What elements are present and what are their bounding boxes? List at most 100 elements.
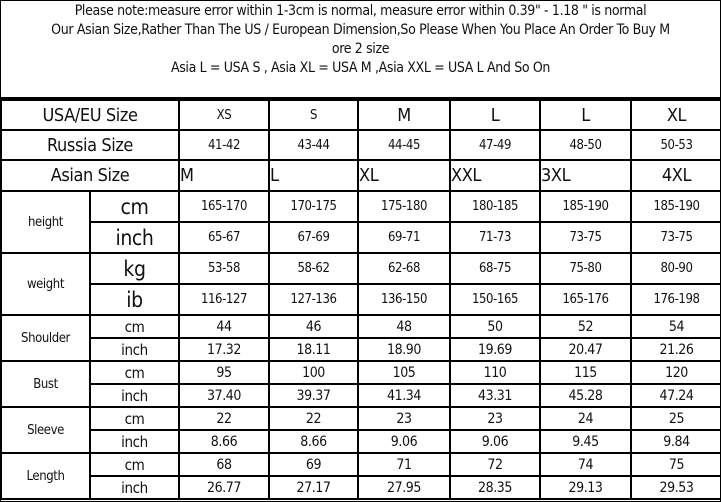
unit-label: inch — [89, 383, 180, 408]
measurement-label: Sleeve — [0, 406, 91, 454]
value-cell: 80-90 — [630, 252, 721, 285]
size-cell: XS — [178, 99, 270, 131]
unit-label: cm — [89, 314, 180, 339]
value-cell: 44 — [178, 314, 270, 339]
value-cell: 73-75 — [630, 221, 721, 254]
value-cell: 74 — [539, 452, 632, 477]
value-cell: 116-127 — [178, 283, 270, 316]
note-line: Our Asian Size,Rather Than The US / Euro… — [51, 22, 670, 38]
value-cell: 8.66 — [268, 429, 359, 454]
value-cell: 72 — [449, 452, 541, 477]
size-cell: 44-45 — [357, 129, 451, 161]
value-cell: 180-185 — [449, 190, 541, 223]
value-cell: 21.26 — [630, 337, 721, 362]
value-cell: 47.24 — [630, 383, 721, 408]
value-cell: 69 — [268, 452, 359, 477]
value-cell: 75-80 — [539, 252, 632, 285]
value-cell: 115 — [539, 360, 632, 385]
value-cell: 68-75 — [449, 252, 541, 285]
measurement-notes: Please note:measure error within 1-3cm i… — [1, 1, 720, 99]
value-cell: 22 — [178, 406, 270, 431]
value-cell: 29.13 — [539, 475, 632, 500]
value-cell: 9.06 — [449, 429, 541, 454]
size-cell: XXL — [449, 159, 541, 192]
size-cell: 4XL — [630, 159, 721, 192]
unit-label: inch — [89, 429, 180, 454]
note-line: Please note:measure error within 1-3cm i… — [74, 3, 647, 19]
value-cell: 58-62 — [268, 252, 359, 285]
value-cell: 150-165 — [449, 283, 541, 316]
size-cell: S — [268, 99, 359, 131]
measurement-row: ib 116-127 127-136 136-150 150-165 165-176 176… — [1, 283, 721, 316]
value-cell: 105 — [357, 360, 451, 385]
value-cell: 8.66 — [178, 429, 270, 454]
value-cell: 50 — [449, 314, 541, 339]
value-cell: 39.37 — [268, 383, 359, 408]
value-cell: 19.69 — [449, 337, 541, 362]
measurement-label: Bust — [0, 360, 91, 408]
value-cell: 71 — [357, 452, 451, 477]
measurement-row: Bust cm 95 100 105 110 115 120 — [0, 360, 721, 408]
row-header: USA/EU Size — [0, 99, 180, 131]
size-cell: 50-53 — [630, 129, 721, 161]
row-header: Asian Size — [0, 159, 180, 192]
value-cell: 23 — [357, 406, 451, 431]
value-cell: 24 — [539, 406, 632, 431]
size-cell: L — [449, 99, 541, 131]
value-cell: 9.06 — [357, 429, 451, 454]
note-line: Asia L = USA S , Asia XL = USA M ,Asia X… — [170, 60, 551, 76]
unit-label: inch — [89, 475, 180, 500]
value-cell: 170-175 — [268, 190, 359, 223]
value-cell: 175-180 — [357, 190, 451, 223]
measurement-row: weight kg 53-58 58-62 62-68 68-75 75-80 80-90 — [0, 252, 721, 316]
value-cell: 73-75 — [539, 221, 632, 254]
measurement-label: weight — [0, 252, 91, 316]
unit-label: ib — [89, 283, 180, 316]
measurement-row: inch 8.66 8.66 9.06 9.06 9.45 9.84 — [1, 429, 721, 454]
value-cell: 18.11 — [268, 337, 359, 362]
size-cell: 41-42 — [178, 129, 270, 161]
unit-label: cm — [89, 452, 180, 477]
size-row: USA/EU Size XS S M L L XL — [0, 99, 721, 131]
measurement-row: Sleeve cm 22 22 23 23 24 25 — [0, 406, 721, 454]
size-cell: XL — [357, 159, 451, 192]
value-cell: 22 — [268, 406, 359, 431]
value-cell: 185-190 — [630, 190, 721, 223]
value-cell: 176-198 — [630, 283, 721, 316]
value-cell: 27.95 — [357, 475, 451, 500]
value-cell: 120 — [630, 360, 721, 385]
value-cell: 48 — [357, 314, 451, 339]
value-cell: 69-71 — [357, 221, 451, 254]
value-cell: 65-67 — [178, 221, 270, 254]
measurement-row: inch 17.32 18.11 18.90 19.69 20.47 21.26 — [1, 337, 721, 362]
size-cell: XL — [630, 99, 721, 131]
measurement-label: Shoulder — [0, 314, 91, 362]
value-cell: 62-68 — [357, 252, 451, 285]
size-table: USA/EU Size XS S M L L XL Russia Size 41-42 43-44… — [0, 99, 721, 500]
value-cell: 165-170 — [178, 190, 270, 223]
value-cell: 20.47 — [539, 337, 632, 362]
unit-label: inch — [89, 221, 180, 254]
unit-label: kg — [89, 252, 180, 285]
value-cell: 45.28 — [539, 383, 632, 408]
value-cell: 185-190 — [539, 190, 632, 223]
value-cell: 26.77 — [178, 475, 270, 500]
note-line: ore 2 size — [331, 41, 390, 57]
value-cell: 23 — [449, 406, 541, 431]
value-cell: 43.31 — [449, 383, 541, 408]
value-cell: 9.84 — [630, 429, 721, 454]
value-cell: 25 — [630, 406, 721, 431]
value-cell: 9.45 — [539, 429, 632, 454]
value-cell: 54 — [630, 314, 721, 339]
value-cell: 68 — [178, 452, 270, 477]
value-cell: 53-58 — [178, 252, 270, 285]
value-cell: 67-69 — [268, 221, 359, 254]
size-cell: 47-49 — [449, 129, 541, 161]
value-cell: 29.53 — [630, 475, 721, 500]
unit-label: cm — [89, 406, 180, 431]
value-cell: 37.40 — [178, 383, 270, 408]
size-cell: 43-44 — [268, 129, 359, 161]
measurement-row: height cm 165-170 170-175 175-180 180-185 185-… — [0, 190, 721, 254]
value-cell: 27.17 — [268, 475, 359, 500]
value-cell: 110 — [449, 360, 541, 385]
